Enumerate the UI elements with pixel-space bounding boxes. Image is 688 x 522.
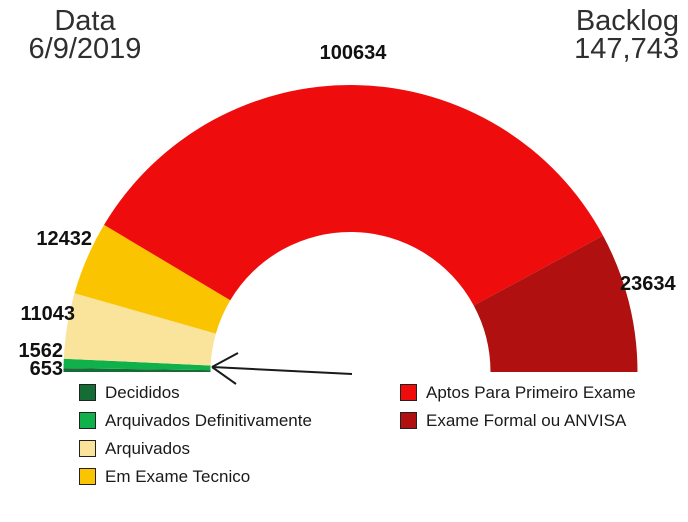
- legend-item-exame-formal-ou-anvisa: Exame Formal ou ANVISA: [400, 412, 636, 429]
- legend-label-decididos: Decididos: [105, 383, 180, 402]
- segment-aptos-para-primeiro-exame: [104, 85, 604, 306]
- value-label-exame-formal-ou-anvisa: 23634: [620, 273, 676, 295]
- segment-exame-formal-ou-anvisa: [473, 235, 638, 372]
- legend-swatch-arquivados: [79, 440, 96, 457]
- legend-swatch-arquivados-definitivamente: [79, 412, 96, 429]
- legend-label-arquivados: Arquivados: [105, 439, 191, 458]
- value-label-arquivados: 11043: [20, 303, 75, 325]
- legend-label-exame-formal-ou-anvisa: Exame Formal ou ANVISA: [426, 411, 627, 430]
- legend-item-arquivados-definitivamente: Arquivados Definitivamente: [79, 412, 312, 429]
- legend-item-em-exame-tecnico: Em Exame Tecnico: [79, 468, 312, 485]
- legend-swatch-em-exame-tecnico: [79, 468, 96, 485]
- legend-label-em-exame-tecnico: Em Exame Tecnico: [105, 467, 251, 486]
- legend-item-aptos-para-primeiro-exame: Aptos Para Primeiro Exame: [400, 384, 636, 401]
- segment-em-exame-tecnico: [74, 224, 231, 334]
- value-label-decididos: 653: [29, 358, 63, 380]
- segment-arquivados-definitivamente: [63, 358, 211, 371]
- backlog-header: Backlog 147,743: [509, 5, 679, 65]
- date-value: 6/9/2019: [28, 33, 142, 65]
- backlog-label: Backlog: [575, 5, 679, 37]
- backlog-value: 147,743: [574, 33, 679, 65]
- legend-swatch-decididos: [79, 384, 96, 401]
- legend-item-arquivados: Arquivados: [79, 440, 312, 457]
- legend-swatch-exame-formal-ou-anvisa: [400, 412, 417, 429]
- legend-right-column: Aptos Para Primeiro Exame Exame Formal o…: [400, 384, 636, 440]
- value-label-arquivados-definitivamente: 1562: [18, 340, 64, 362]
- value-label-aptos-para-primeiro-exame: 100634: [319, 42, 387, 64]
- legend-left-column: Decididos Arquivados Definitivamente Arq…: [79, 384, 312, 496]
- date-header: Data 6/9/2019: [15, 5, 155, 65]
- annotation-arrow: [211, 352, 353, 385]
- legend-label-arquivados-definitivamente: Arquivados Definitivamente: [105, 411, 312, 430]
- legend-label-aptos-para-primeiro-exame: Aptos Para Primeiro Exame: [426, 383, 636, 402]
- segment-arquivados: [63, 293, 216, 366]
- legend-item-decididos: Decididos: [79, 384, 312, 401]
- segment-decididos: [63, 368, 211, 372]
- date-label: Data: [54, 5, 116, 37]
- value-label-em-exame-tecnico: 12432: [36, 228, 92, 250]
- legend-swatch-aptos-para-primeiro-exame: [400, 384, 417, 401]
